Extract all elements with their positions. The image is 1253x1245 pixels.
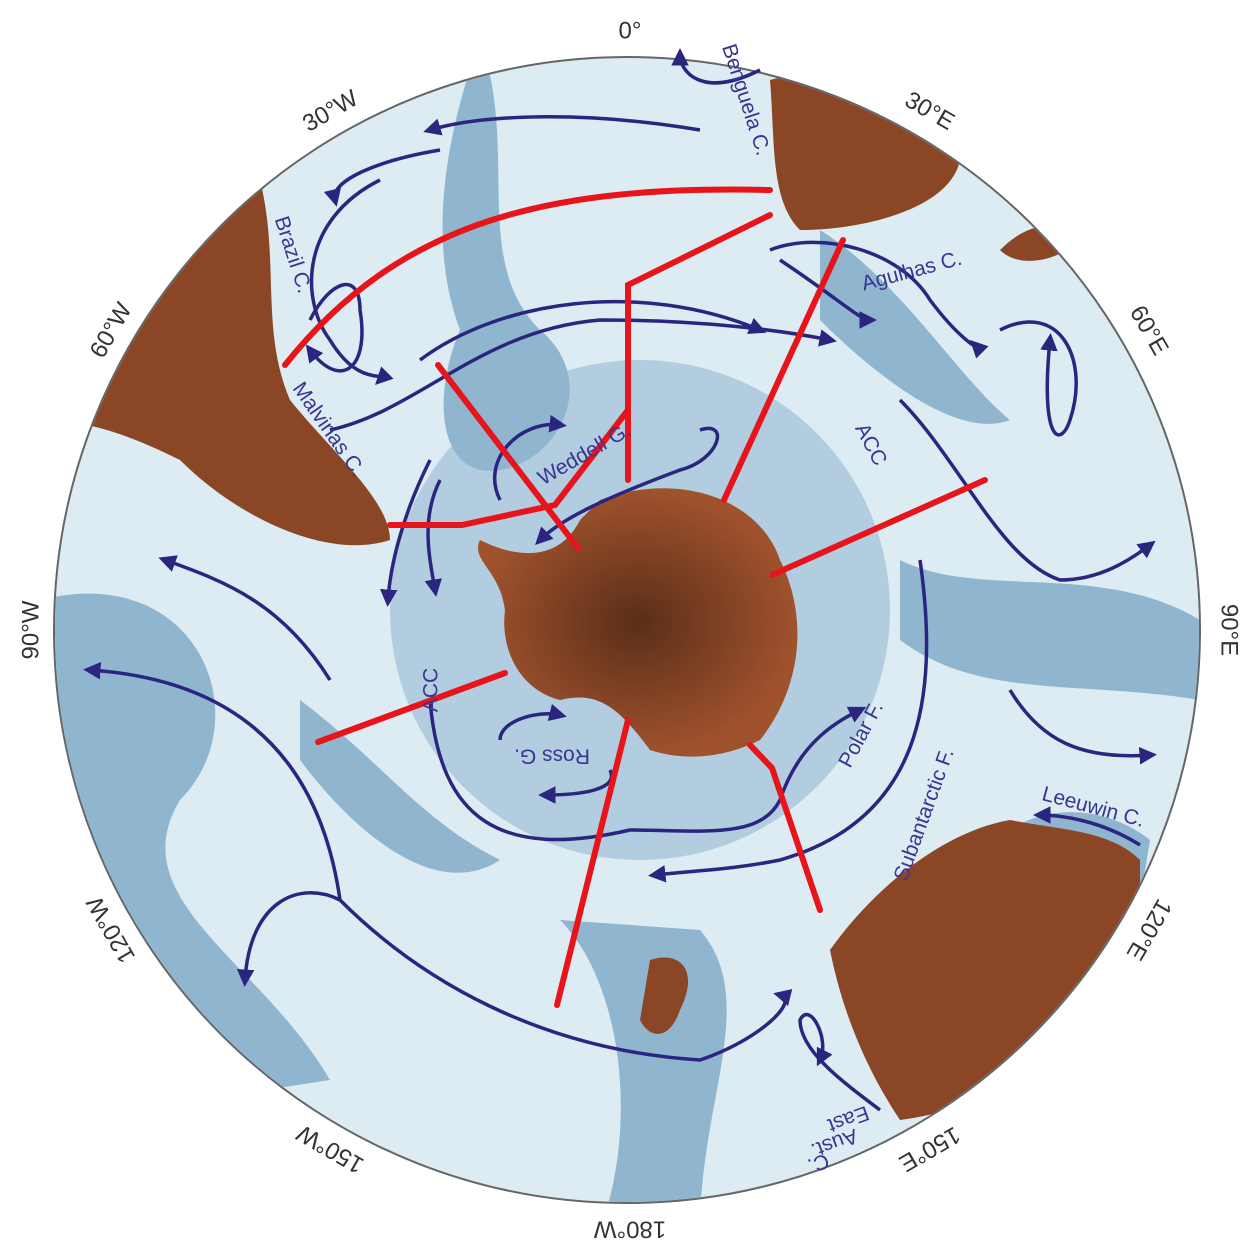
longitude-label: 60°E — [1124, 301, 1174, 360]
longitude-label: 0° — [619, 17, 642, 44]
longitude-label: 180°W — [594, 1216, 667, 1243]
antarctica — [477, 488, 798, 757]
currents — [83, 48, 1157, 1112]
current-label: Ross G. — [514, 744, 590, 767]
longitude-label: 30°E — [900, 86, 959, 136]
highlight-lines — [282, 186, 988, 1008]
longitude-label: 90°E — [1216, 604, 1243, 656]
current-label: ACC — [420, 668, 443, 712]
longitude-label: 90°W — [17, 600, 44, 659]
